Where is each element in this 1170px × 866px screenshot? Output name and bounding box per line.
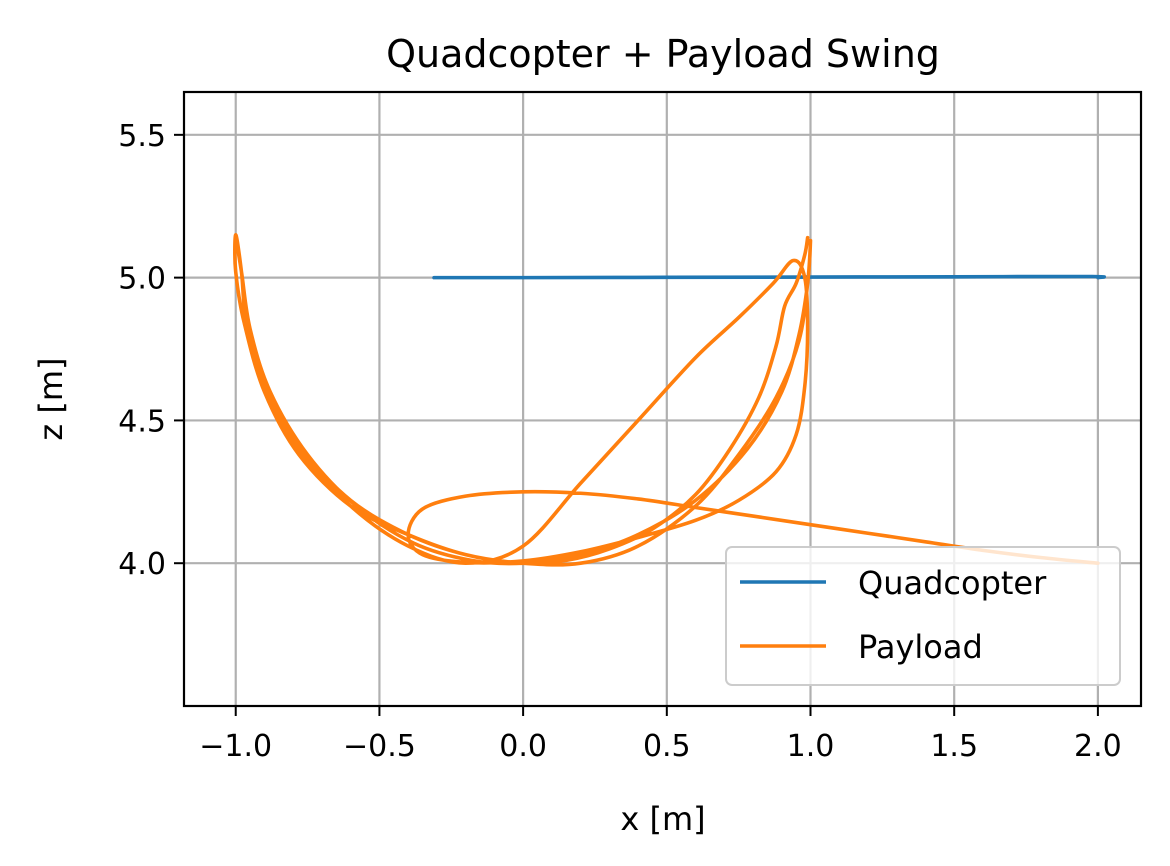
y-tick-label: 4.0 — [118, 547, 166, 582]
plot-frame — [182, 90, 1143, 708]
x-tick-label: −0.5 — [343, 729, 416, 764]
x-tick-label: 2.0 — [1074, 729, 1122, 764]
x-axis-label: x [m] — [620, 800, 705, 838]
x-tick-label: 1.5 — [930, 729, 978, 764]
x-tick-label: −1.0 — [199, 729, 272, 764]
x-tick-label: 0.5 — [643, 729, 691, 764]
y-axis-label: z [m] — [32, 357, 70, 440]
legend-label-quadcopter: Quadcopter — [858, 564, 1047, 602]
y-tick-label: 5.0 — [118, 262, 166, 297]
chart-title: Quadcopter + Payload Swing — [386, 32, 940, 76]
y-axis-ticks: 4.0 4.5 5.0 5.5 — [118, 119, 184, 582]
legend: Quadcopter Payload — [725, 546, 1121, 686]
x-tick-label: 0.0 — [499, 729, 547, 764]
x-tick-label: 1.0 — [787, 729, 835, 764]
legend-label-payload: Payload — [858, 628, 983, 666]
y-tick-label: 4.5 — [118, 404, 166, 439]
series-line-payload — [233, 232, 1100, 567]
y-tick-label: 5.5 — [118, 119, 166, 154]
series-line-quadcopter — [432, 274, 1107, 280]
x-axis-ticks: −1.0 −0.5 0.0 0.5 1.0 1.5 2.0 — [199, 706, 1122, 764]
series-layer — [233, 232, 1107, 567]
